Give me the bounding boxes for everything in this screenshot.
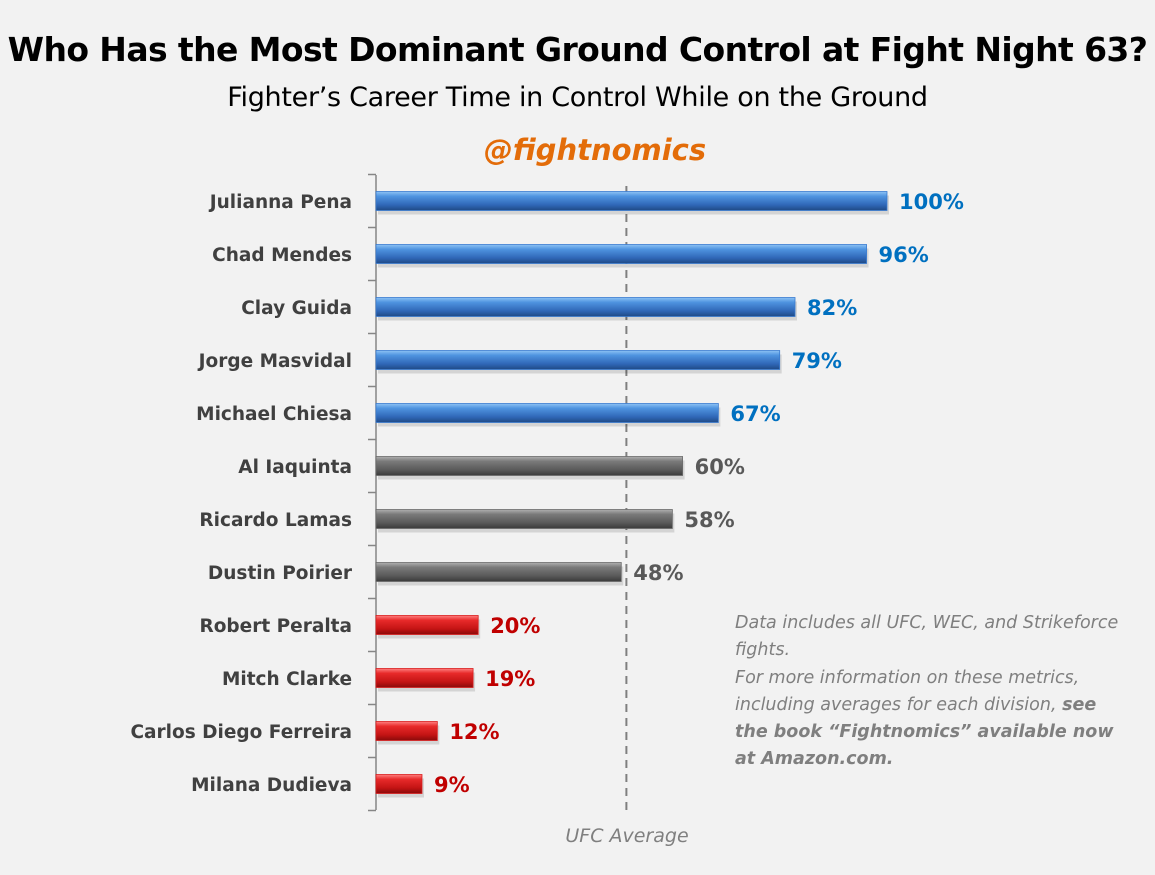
note-data-source: Data includes all UFC, WEC, and Strikefo…: [735, 613, 1119, 660]
category-label: Jorge Masvidal: [197, 351, 352, 372]
note-more-info-text: For more information on these metrics, i…: [735, 668, 1080, 715]
category-label: Clay Guida: [241, 298, 352, 319]
data-label: 58%: [684, 508, 734, 532]
bar: [375, 668, 474, 688]
chart-title: Who Has the Most Dominant Ground Control…: [7, 30, 1148, 69]
category-label: Michael Chiesa: [196, 404, 352, 425]
bar: [375, 350, 781, 370]
data-label: 82%: [807, 296, 857, 320]
category-label: Carlos Diego Ferreira: [130, 722, 352, 743]
data-label: 67%: [730, 402, 780, 426]
category-label: Al Iaquinta: [238, 457, 352, 478]
data-label: 96%: [879, 243, 929, 267]
category-label: Mitch Clarke: [222, 669, 352, 690]
bar: [375, 509, 673, 529]
bar: [375, 403, 719, 423]
bar: [375, 191, 888, 211]
note-book-link-text: see the book “Fightnomics” available now…: [735, 695, 1114, 769]
category-label: Ricardo Lamas: [199, 510, 352, 531]
data-label: 12%: [449, 720, 499, 744]
category-label: Chad Mendes: [212, 245, 352, 266]
reference-line-label: UFC Average: [565, 825, 688, 847]
category-label: Robert Peralta: [199, 616, 352, 637]
category-label: Julianna Pena: [208, 192, 352, 213]
brand-handle: @fightnomics: [483, 133, 707, 167]
data-label: 100%: [899, 190, 964, 214]
bar: [375, 297, 796, 317]
data-label: 9%: [434, 773, 470, 797]
data-label: 79%: [792, 349, 842, 373]
data-label: 48%: [633, 561, 683, 585]
data-label: 19%: [485, 667, 535, 691]
bar: [375, 774, 423, 794]
bar: [375, 244, 867, 264]
data-label: 60%: [695, 455, 745, 479]
bar: [375, 615, 479, 635]
note-more-info: For more information on these metrics, i…: [735, 665, 1135, 773]
category-label: Dustin Poirier: [208, 563, 353, 584]
bar: [375, 562, 622, 582]
data-label: 20%: [490, 614, 540, 638]
category-label: Milana Dudieva: [191, 775, 352, 796]
chart-subtitle: Fighter’s Career Time in Control While o…: [227, 82, 928, 113]
bar: [375, 456, 684, 476]
bar: [375, 721, 438, 741]
